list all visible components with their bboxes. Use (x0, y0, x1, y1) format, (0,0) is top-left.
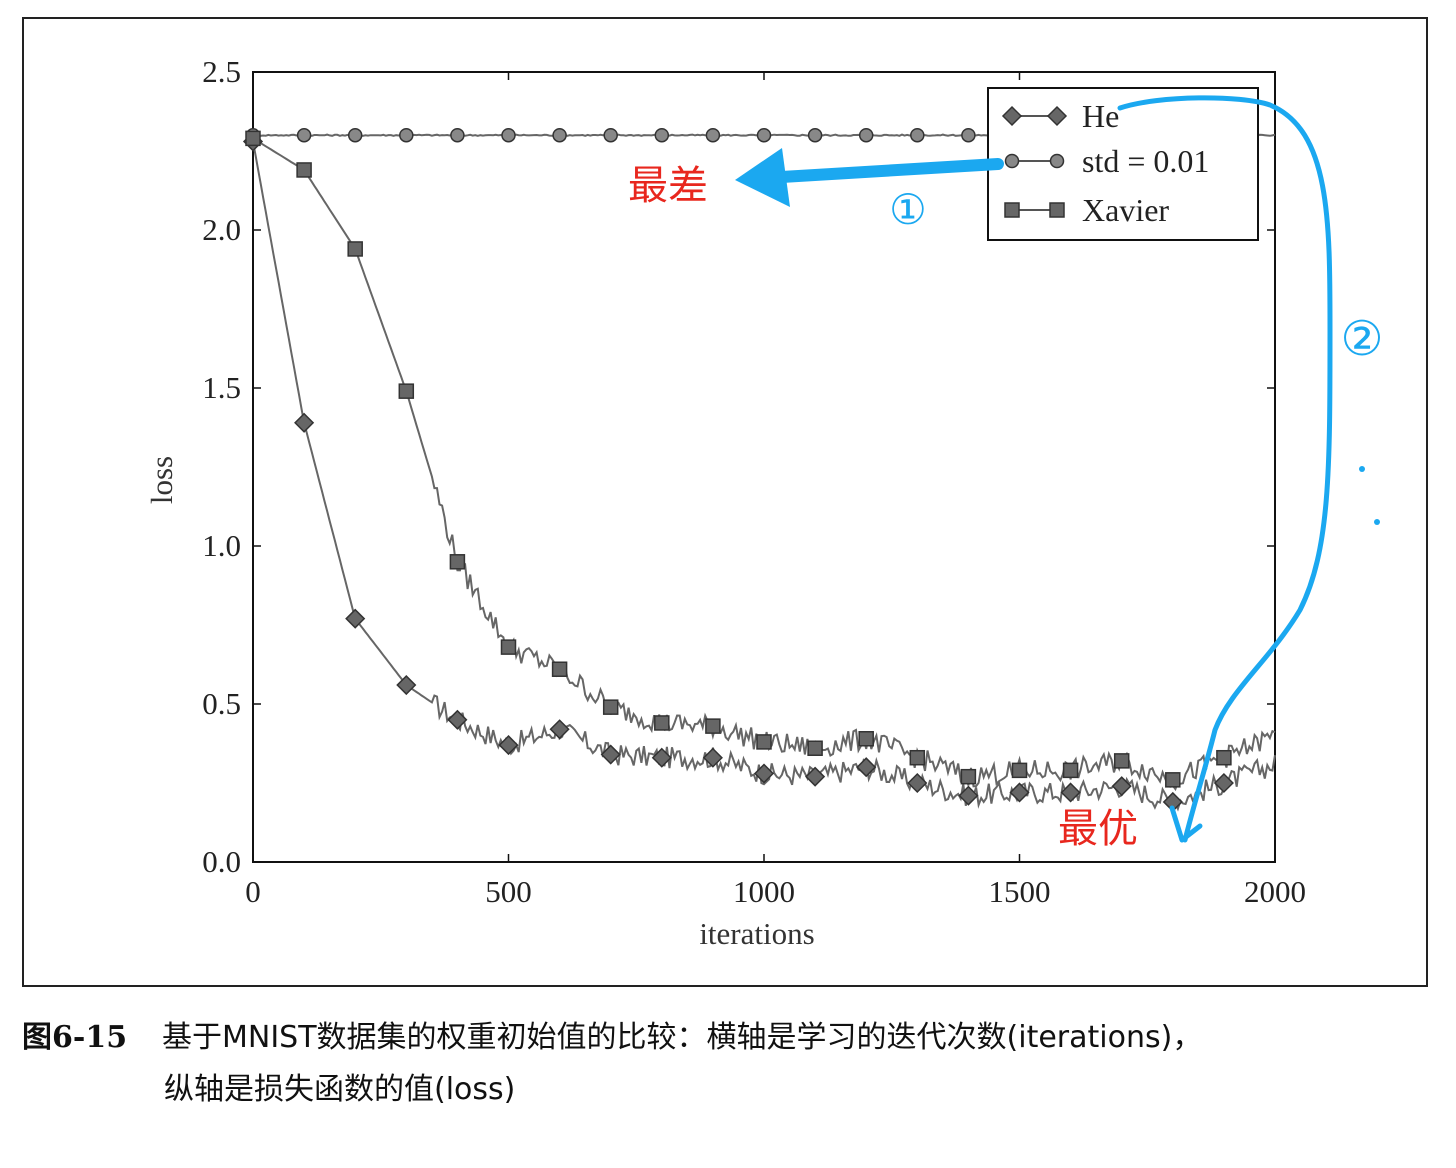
series-0-point (396, 674, 417, 696)
series-1-point (347, 127, 363, 143)
series-0-point (702, 747, 723, 768)
mark-1: ① (889, 185, 927, 234)
series-1-point (961, 127, 976, 143)
series-2-point (1165, 772, 1181, 788)
y-tick-label: 1.5 (202, 370, 241, 405)
x-axis-label: iterations (699, 916, 814, 951)
series-1-point (603, 127, 618, 143)
series-1-point (450, 127, 465, 143)
series-line-0 (252, 141, 1276, 814)
handwritten-annotations (735, 95, 1380, 843)
series-2-point (807, 740, 823, 756)
series-0-point (958, 785, 979, 806)
series-0-point (1060, 782, 1081, 803)
series-0-point (753, 763, 775, 784)
caption-figure-number: 图6-15 (22, 1020, 128, 1055)
x-tick-label: 1000 (733, 874, 795, 909)
series-1-point (910, 127, 925, 143)
series-0-point (498, 735, 519, 756)
series-0-point (1111, 776, 1132, 797)
figure-frame (22, 17, 1428, 987)
series-2-point (909, 749, 926, 766)
series-0-point (447, 709, 468, 730)
series-0-point (345, 608, 366, 629)
series-0-point (805, 766, 826, 787)
caption-line-2: 纵轴是损失函数的值(loss) (164, 1072, 516, 1107)
legend: He std = 0.01 Xavier (987, 87, 1259, 241)
y-axis-label: loss (144, 456, 179, 504)
best-label: 最优 (1058, 806, 1138, 852)
series-2-point (398, 383, 415, 399)
x-tick-label: 0 (245, 874, 261, 909)
axis-ticks: 0 500 1000 1500 2000 0.0 0.5 1.0 1.5 2.0 2.5 (202, 54, 1306, 909)
legend-marker (1004, 202, 1020, 218)
series-1-point (399, 127, 414, 143)
series-2-point (1113, 753, 1130, 769)
legend-label: std = 0.01 (1082, 143, 1209, 179)
series-2-point (705, 718, 721, 734)
series-0-point (856, 757, 877, 778)
series-2-point (551, 661, 568, 677)
arrow-to-best (1117, 95, 1333, 843)
x-tick-label: 500 (485, 874, 532, 909)
series-1-point (296, 127, 312, 143)
series-1-point (552, 127, 567, 143)
series-0-point (1009, 782, 1030, 803)
legend-label: He (1082, 98, 1119, 134)
mark-2: ② (1340, 311, 1383, 367)
x-tick-label: 2000 (1244, 874, 1306, 909)
arrow-to-worst (759, 158, 1004, 184)
legend-box (987, 87, 1259, 241)
y-tick-label: 0.5 (202, 686, 241, 721)
caption-line-1: 基于MNIST数据集的权重初始值的比较：横轴是学习的迭代次数(iteration… (162, 1020, 1203, 1055)
y-tick-label: 0.0 (202, 844, 241, 879)
series-2-point (1011, 762, 1028, 779)
dot-2 (1374, 519, 1380, 525)
series-2-point (654, 715, 670, 731)
worst-label: 最差 (628, 163, 708, 209)
y-tick-label: 1.0 (202, 528, 241, 563)
series-0-point (907, 772, 928, 794)
series-0-point (651, 747, 672, 768)
series-1-point (654, 127, 670, 143)
legend-marker (1049, 202, 1065, 218)
series-2-point (602, 699, 619, 715)
series-0-point (549, 719, 570, 740)
series-2-point (858, 731, 874, 747)
arrow-head-best (1169, 805, 1203, 843)
series-1-point (807, 127, 823, 143)
legend-marker (1001, 105, 1023, 127)
series-2-point (347, 241, 363, 257)
dot-1 (1359, 466, 1365, 472)
series-1-point (501, 127, 516, 143)
y-tick-label: 2.5 (202, 54, 241, 89)
legend-label: Xavier (1082, 192, 1169, 228)
figure-caption: 图6-15 基于MNIST数据集的权重初始值的比较：横轴是学习的迭代次数(iter… (22, 1012, 1442, 1116)
legend-marker (1049, 153, 1065, 169)
series-2-point (1062, 762, 1079, 779)
series-markers (242, 127, 1234, 813)
series-1-point (705, 127, 721, 143)
series-1-point (858, 127, 874, 143)
series-2-point (500, 639, 517, 655)
series-0-point (600, 744, 621, 765)
series-2-point (245, 130, 261, 147)
loss-chart: 0 500 1000 1500 2000 0.0 0.5 1.0 1.5 2.0 2.5 itera… (144, 54, 1384, 951)
series-2-point (296, 162, 312, 178)
arrow-head-worst (735, 148, 790, 207)
legend-marker (1046, 105, 1068, 127)
series-2-point (960, 768, 977, 785)
series-0-point (294, 412, 315, 433)
series-0-point (1213, 772, 1234, 794)
series-2-point (449, 554, 466, 570)
series-2-point (756, 734, 772, 750)
series-1-point (756, 127, 772, 143)
x-tick-label: 1500 (989, 874, 1051, 909)
y-tick-label: 2.0 (202, 212, 241, 247)
series-2-point (1216, 749, 1232, 766)
legend-marker (1004, 153, 1020, 169)
